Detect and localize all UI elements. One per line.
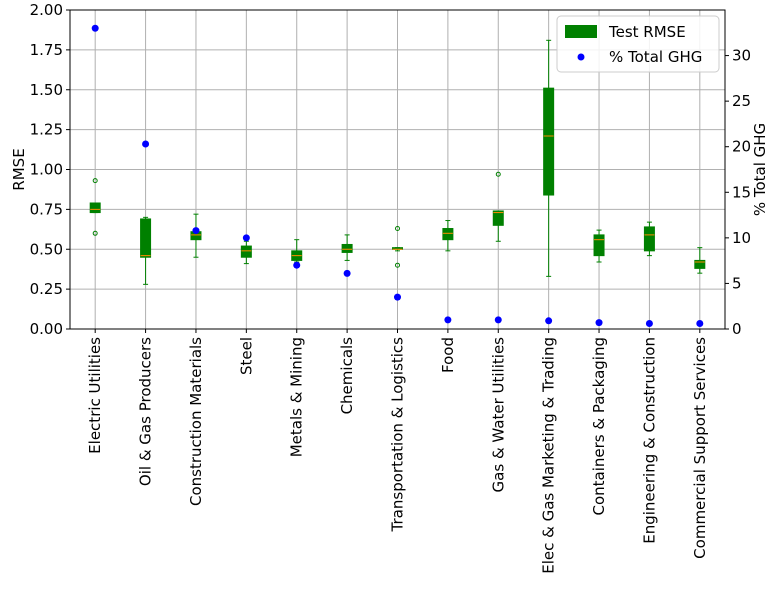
x-tick-label: Steel	[237, 337, 255, 375]
ghg-point-3	[243, 234, 250, 241]
x-tick-label: Oil & Gas Producers	[137, 337, 155, 486]
x-tick-label: Gas & Water Utilities	[489, 337, 507, 493]
y-tick-label: 0.25	[30, 280, 63, 298]
x-tick-label: Engineering & Construction	[640, 337, 658, 544]
x-tick-label: Construction Materials	[187, 337, 205, 506]
y2-tick-label: 25	[732, 92, 751, 110]
legend-label-ghg: % Total GHG	[609, 48, 702, 66]
ghg-point-11	[646, 320, 653, 327]
y2-tick-label: 0	[732, 320, 742, 338]
y-tick-label: 1.25	[30, 121, 63, 139]
ghg-point-6	[394, 294, 401, 301]
x-tick-label: Food	[439, 337, 457, 373]
y2-tick-label: 10	[732, 229, 751, 247]
ghg-point-9	[545, 317, 552, 324]
x-tick-label: Containers & Packaging	[590, 337, 608, 516]
x-tick-label: Metals & Mining	[288, 337, 306, 457]
box-body	[90, 203, 100, 213]
box-body	[241, 246, 251, 257]
x-tick-label: Commercial Support Services	[691, 337, 709, 559]
x-tick-label: Transportation & Logistics	[389, 337, 407, 533]
box-11	[644, 222, 654, 255]
y2-tick-label: 30	[732, 47, 751, 65]
box-body	[594, 235, 604, 256]
legend-label-test-rmse: Test RMSE	[608, 23, 686, 41]
box-body	[342, 244, 352, 252]
y-tick-label: 1.50	[30, 81, 63, 99]
y2-axis-title: % Total GHG	[751, 123, 769, 216]
y2-tick-label: 20	[732, 138, 751, 156]
legend: Test RMSE % Total GHG	[557, 16, 719, 72]
y-tick-label: 0.50	[30, 240, 63, 258]
y-axis-title: RMSE	[10, 148, 28, 190]
y-tick-label: 2.00	[30, 1, 63, 19]
box-body	[141, 219, 151, 257]
ghg-point-8	[495, 316, 502, 323]
ghg-point-12	[696, 320, 703, 327]
y2-tick-label: 5	[732, 274, 742, 292]
x-tick-label: Electric Utilities	[86, 337, 104, 454]
box-10	[594, 230, 604, 262]
ghg-point-10	[596, 319, 603, 326]
y2-tick-label: 15	[732, 183, 751, 201]
ghg-point-1	[142, 140, 149, 147]
box-body	[644, 227, 654, 251]
box-5	[342, 235, 352, 261]
box-body	[544, 88, 554, 195]
y-tick-label: 0.75	[30, 200, 63, 218]
y-tick-label: 1.00	[30, 161, 63, 179]
x-tick-label: Elec & Gas Marketing & Trading	[540, 337, 558, 574]
y-tick-label: 0.00	[30, 320, 63, 338]
box-9	[544, 40, 554, 276]
ghg-point-7	[444, 316, 451, 323]
box-7	[443, 221, 453, 251]
axes: 0.00 0.25 0.50 0.75 1.00 1.25 1.50 1.75 2.00 0 5 10…	[10, 1, 769, 574]
box-2	[191, 214, 201, 257]
box-body	[443, 229, 453, 240]
ghg-point-0	[92, 25, 99, 32]
box-body	[493, 211, 503, 225]
x-tick-label: Chemicals	[338, 337, 356, 415]
legend-marker-ghg	[578, 54, 585, 61]
box-12	[695, 248, 705, 274]
box-3	[241, 241, 251, 263]
ghg-point-4	[293, 262, 300, 269]
legend-swatch-test-rmse	[565, 25, 597, 38]
box-1	[141, 217, 151, 284]
ghg-point-2	[192, 227, 199, 234]
box-4	[292, 240, 302, 262]
ghg-point-5	[344, 270, 351, 277]
y-tick-label: 1.75	[30, 41, 63, 59]
